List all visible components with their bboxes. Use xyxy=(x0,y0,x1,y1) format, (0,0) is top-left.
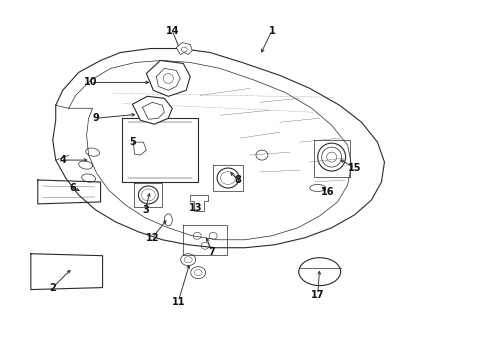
Text: 8: 8 xyxy=(234,175,241,185)
Text: 6: 6 xyxy=(69,183,76,193)
Text: 15: 15 xyxy=(347,163,361,173)
Text: 1: 1 xyxy=(268,26,275,36)
Text: 11: 11 xyxy=(171,297,184,306)
Text: 12: 12 xyxy=(145,233,159,243)
Text: 3: 3 xyxy=(142,205,148,215)
Text: 7: 7 xyxy=(208,247,215,257)
Polygon shape xyxy=(176,42,192,54)
Polygon shape xyxy=(133,142,146,155)
Text: 10: 10 xyxy=(83,77,97,87)
Text: 9: 9 xyxy=(92,113,99,123)
Text: 5: 5 xyxy=(129,137,136,147)
Text: 16: 16 xyxy=(320,187,334,197)
Polygon shape xyxy=(190,195,208,211)
Text: 4: 4 xyxy=(59,155,66,165)
Text: 2: 2 xyxy=(49,283,56,293)
Text: 17: 17 xyxy=(310,289,324,300)
Text: 13: 13 xyxy=(188,203,202,213)
Text: 14: 14 xyxy=(165,26,179,36)
Polygon shape xyxy=(132,96,172,124)
Polygon shape xyxy=(146,60,190,96)
